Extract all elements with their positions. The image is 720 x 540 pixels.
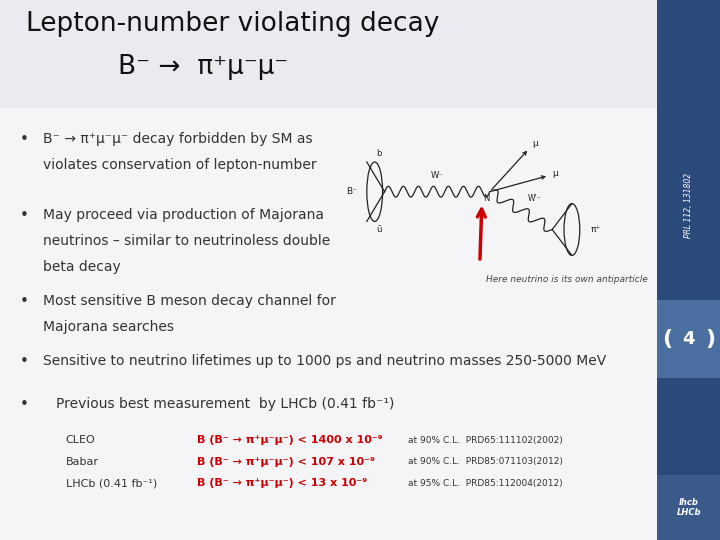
Text: Here neutrino is its own antiparticle: Here neutrino is its own antiparticle [487,275,648,285]
Text: •: • [19,354,29,369]
Text: Sensitive to neutrino lifetimes up to 1000 ps and neutrino masses 250-5000 MeV: Sensitive to neutrino lifetimes up to 10… [42,354,606,368]
Text: •: • [19,132,29,147]
Bar [657,300,720,378]
Text: μ: μ [552,168,558,178]
Text: Most sensitive B meson decay channel for: Most sensitive B meson decay channel for [42,294,336,308]
Text: at 95% C.L.  PRD85:112004(2012): at 95% C.L. PRD85:112004(2012) [408,479,562,488]
Text: Majorana searches: Majorana searches [42,320,174,334]
Text: beta decay: beta decay [42,260,120,274]
Text: B (B⁻ → π⁺μ⁻μ⁻) < 13 x 10⁻⁹: B (B⁻ → π⁺μ⁻μ⁻) < 13 x 10⁻⁹ [197,478,367,488]
Text: •: • [19,397,29,412]
Text: violates conservation of lepton-number: violates conservation of lepton-number [42,158,316,172]
Bar [657,475,720,540]
Text: μ: μ [533,139,539,148]
Text: π⁺: π⁺ [591,225,601,234]
Text: •: • [19,208,29,223]
Text: at 90% C.L.  PRD65:111102(2002): at 90% C.L. PRD65:111102(2002) [408,436,562,444]
Text: CLEO: CLEO [66,435,96,445]
Text: May proceed via production of Majorana: May proceed via production of Majorana [42,208,324,222]
Text: •: • [19,294,29,309]
Text: ): ) [706,329,716,349]
Text: at 90% C.L.  PRD85:071103(2012): at 90% C.L. PRD85:071103(2012) [408,457,562,466]
Text: 4: 4 [683,330,695,348]
Text: b: b [376,148,382,158]
Text: lhcb
LHCb: lhcb LHCb [676,498,701,517]
Text: B⁻ → π⁺μ⁻μ⁻ decay forbidden by SM as: B⁻ → π⁺μ⁻μ⁻ decay forbidden by SM as [42,132,312,146]
Text: W⁻: W⁻ [431,171,444,180]
Text: ū: ū [376,225,382,234]
Text: Lepton-number violating decay: Lepton-number violating decay [27,11,440,37]
Text: neutrinos – similar to neutrinoless double: neutrinos – similar to neutrinoless doub… [42,234,330,248]
Text: Previous best measurement  by LHCb (0.41 fb⁻¹): Previous best measurement by LHCb (0.41 … [56,397,395,411]
Text: PRL 112, 131802: PRL 112, 131802 [684,173,693,238]
Text: B⁻: B⁻ [346,187,357,196]
Text: (: ( [662,329,672,349]
Text: B⁻ →  π⁺μ⁻μ⁻: B⁻ → π⁺μ⁻μ⁻ [118,55,289,80]
Text: B (B⁻ → π⁺μ⁻μ⁻) < 1400 x 10⁻⁹: B (B⁻ → π⁺μ⁻μ⁻) < 1400 x 10⁻⁹ [197,435,383,445]
Text: LHCb (0.41 fb⁻¹): LHCb (0.41 fb⁻¹) [66,478,157,488]
Text: N: N [483,194,490,204]
Text: W'⁻: W'⁻ [528,194,541,203]
Text: Babar: Babar [66,457,99,467]
Text: B (B⁻ → π⁺μ⁻μ⁻) < 107 x 10⁻⁹: B (B⁻ → π⁺μ⁻μ⁻) < 107 x 10⁻⁹ [197,457,375,467]
Bar [0,0,657,108]
